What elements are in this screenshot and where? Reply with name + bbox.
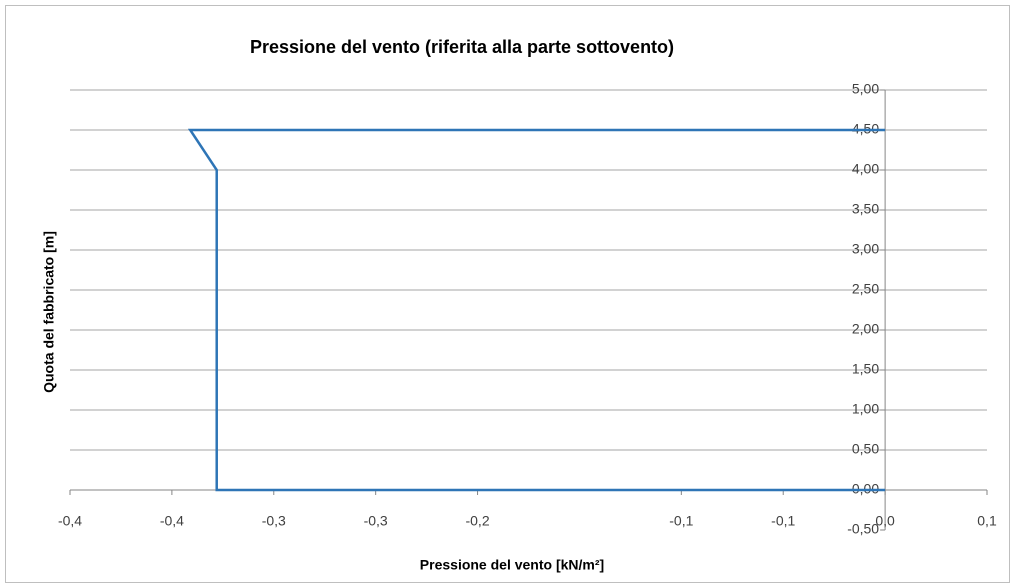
y-tick-label: -0,50 [847,521,879,537]
y-tick-label: 1,00 [852,401,879,417]
x-tick-label: -0,4 [58,513,82,529]
y-tick-label: 3,00 [852,241,879,257]
y-tick-label: 4,50 [852,121,879,137]
x-tick-label: -0,2 [465,513,489,529]
y-axis-title: Quota del fabbricato [m] [41,231,57,393]
chart-border [5,5,1010,583]
x-tick-label: 0,0 [875,513,895,529]
x-tick-label: -0,3 [364,513,388,529]
x-axis-title: Pressione del vento [kN/m²] [420,557,604,573]
y-tick-label: 1,50 [852,361,879,377]
x-tick-label: 0,1 [977,513,997,529]
y-tick-label: 0,50 [852,441,879,457]
x-tick-label: -0,4 [160,513,184,529]
y-tick-label: 5,00 [852,81,879,97]
y-tick-label: 3,50 [852,201,879,217]
y-tick-label: 2,50 [852,281,879,297]
y-tick-label: 2,00 [852,321,879,337]
y-tick-label: 4,00 [852,161,879,177]
x-tick-label: -0,1 [771,513,795,529]
chart-title: Pressione del vento (riferita alla parte… [250,37,674,57]
y-tick-label: 0,00 [852,481,879,497]
x-tick-label: -0,3 [262,513,286,529]
x-tick-label: -0,1 [669,513,693,529]
data-line [187,128,886,492]
